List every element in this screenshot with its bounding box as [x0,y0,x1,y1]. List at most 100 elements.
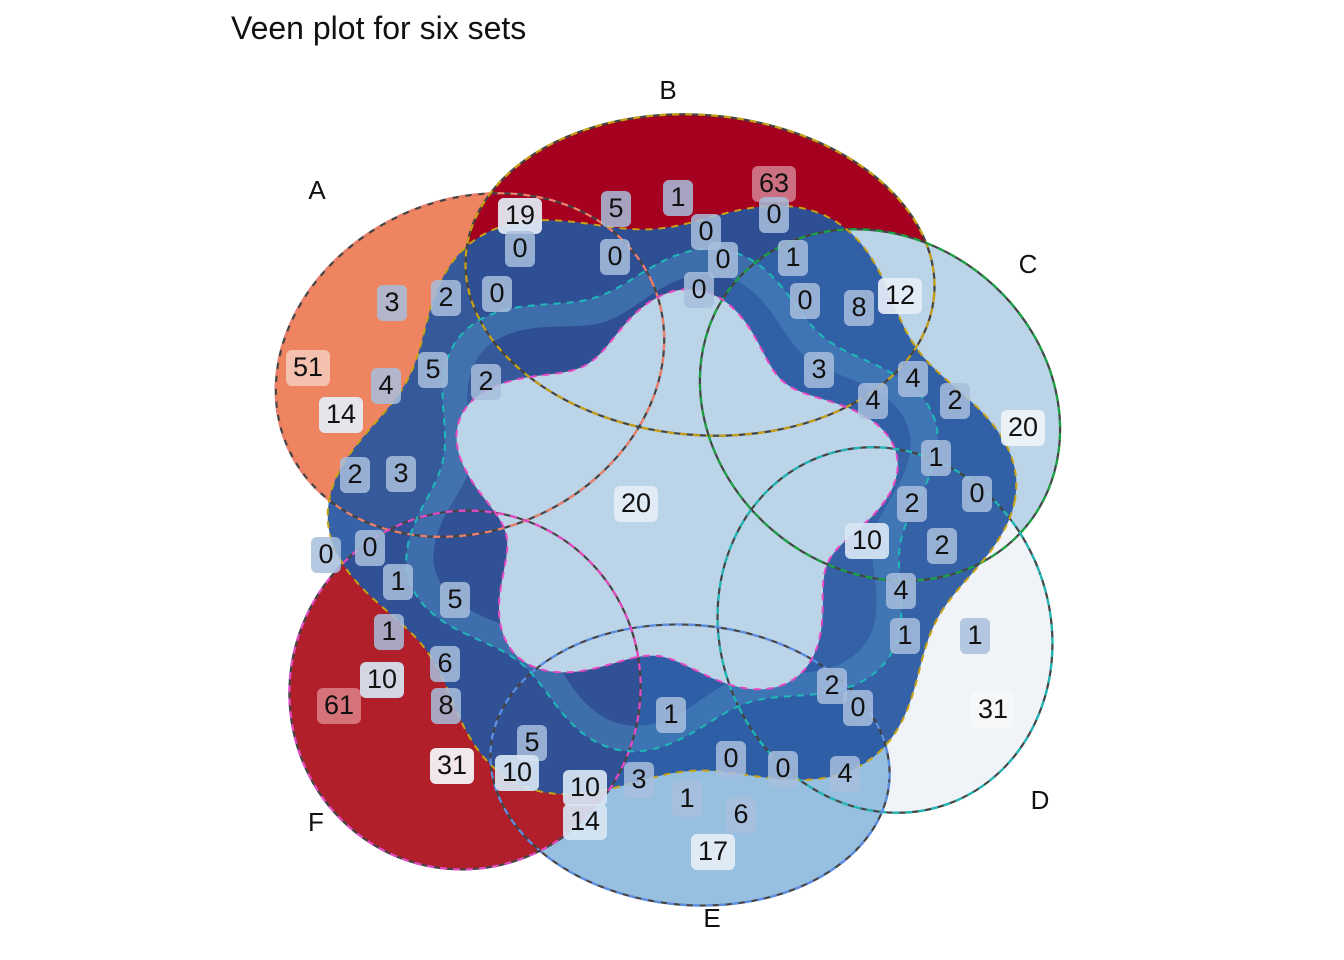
region-count: 10 [495,755,539,791]
region-count: 5 [418,352,448,388]
region-count: 0 [311,537,341,573]
region-count: 4 [371,368,401,404]
count-label: 1 [679,783,694,813]
region-count: 4 [898,361,928,397]
region-count: 3 [377,285,407,321]
count-label: 6 [733,799,748,829]
count-label: 0 [512,233,527,263]
region-count: 2 [431,280,461,316]
region-count: 61 [317,688,361,724]
outline-dash-e [489,623,891,907]
count-box [927,528,957,564]
count-box [430,646,460,682]
region-count: 20 [1001,410,1045,446]
inner-outline [326,204,1018,796]
count-box [708,242,738,278]
region-count: 8 [431,688,461,724]
count-label: 61 [324,690,354,720]
region-count: 3 [624,762,654,798]
region-count: 5 [440,582,470,618]
region-count: 6 [726,797,756,833]
region-count: 1 [921,440,951,476]
count-label: 0 [362,532,377,562]
count-label: 1 [897,620,912,650]
count-box [383,564,413,600]
region-count: 0 [790,283,820,319]
count-box [600,239,630,275]
count-box [317,688,361,724]
region-count: 31 [971,692,1015,728]
count-box [843,690,873,726]
count-box [624,762,654,798]
count-label: 10 [852,525,882,555]
count-label: 1 [390,566,405,596]
count-box [563,804,607,840]
count-label: 4 [837,758,852,788]
count-box [319,397,363,433]
count-box [878,278,922,314]
count-label: 0 [715,244,730,274]
count-box [482,276,512,312]
count-label: 20 [621,488,651,518]
count-box [940,383,970,419]
count-box [430,748,474,784]
count-box [778,240,808,276]
count-box [858,383,888,419]
outline-dash-f [288,509,642,871]
region-count: 0 [600,239,630,275]
region-count: 0 [759,197,789,233]
region-count: 31 [430,748,474,784]
count-box [890,618,920,654]
region-count: 0 [962,476,992,512]
count-label: 0 [489,278,504,308]
region-count: 2 [340,457,370,493]
region-count: 10 [360,662,404,698]
count-label: 0 [797,285,812,315]
region-count: 0 [768,751,798,787]
count-label: 0 [698,216,713,246]
region-count: 6 [430,646,460,682]
count-box [355,530,385,566]
region-count: 8 [844,290,874,326]
count-label: 12 [885,280,915,310]
count-box [663,180,693,216]
region-count: 63 [752,166,796,202]
count-label: 3 [393,458,408,488]
region-count: 1 [672,781,702,817]
count-label: 17 [698,836,728,866]
count-label: 0 [607,241,622,271]
count-label: 0 [723,743,738,773]
count-label: 6 [437,648,452,678]
count-label: 4 [378,370,393,400]
count-box [311,537,341,573]
region-count: 2 [927,528,957,564]
count-box [886,573,916,609]
count-box [830,756,860,792]
count-label: 31 [978,694,1008,724]
count-label: 1 [381,616,396,646]
region-count: 3 [804,352,834,388]
count-box [691,834,735,870]
region-count: 12 [878,278,922,314]
count-box [371,368,401,404]
count-box [759,197,789,233]
count-box [286,350,330,386]
count-label: 0 [691,274,706,304]
count-box [684,272,714,308]
region-count: 4 [858,383,888,419]
region-count: 5 [601,191,631,227]
region-count: 2 [817,668,847,704]
count-box [790,283,820,319]
set-label-d: D [1031,785,1050,815]
set-label-c: C [1019,249,1038,279]
region-count: 0 [691,214,721,250]
count-label: 20 [1008,412,1038,442]
count-box [898,361,928,397]
count-label: 3 [384,287,399,317]
region-count: 0 [355,530,385,566]
region-count: 4 [830,756,860,792]
count-box [517,725,547,761]
count-label: 2 [947,385,962,415]
count-box [614,486,658,522]
